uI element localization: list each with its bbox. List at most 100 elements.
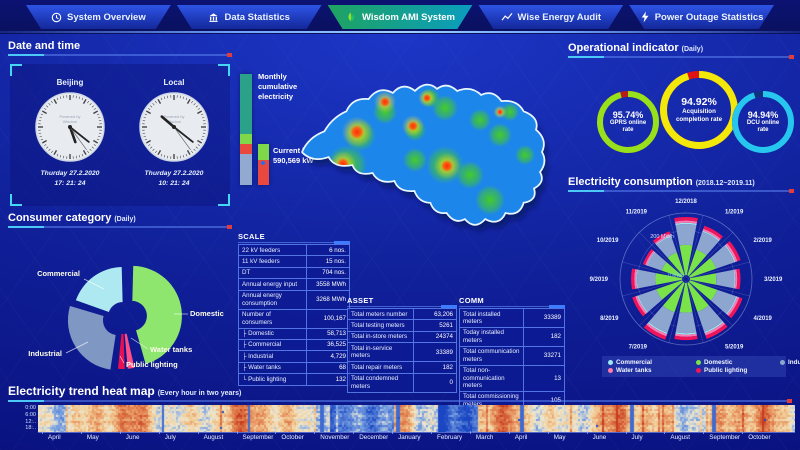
title-underline [8, 399, 792, 403]
table-cell-label: DT [242, 269, 251, 277]
heatmap-month-label: March [475, 434, 494, 441]
table-row: DT 704 nos. [238, 266, 350, 280]
heatmap-month-tick [353, 431, 355, 434]
table-title: SCALE [238, 232, 265, 241]
gauge-value: 94.92% [681, 96, 717, 109]
heatmap-month-label: April [48, 434, 61, 441]
legend-item: Public lighting [696, 367, 780, 374]
table-row: ├ Industrial 4,729 [238, 350, 350, 363]
bar-segment [258, 144, 269, 160]
clock-time: 10: 21: 24 [158, 180, 190, 188]
table-cell-label: Total commissioning meters [463, 393, 519, 407]
bank-icon [208, 12, 219, 23]
heatmap-month-tick [664, 431, 666, 434]
legend-dot [608, 360, 613, 365]
table-cell-value: 33271 [522, 346, 564, 365]
gauge-label: Acquisition completion rate [675, 108, 723, 123]
table-row: 22 kV feeders 6 nos. [238, 244, 350, 257]
table-underline [238, 241, 350, 244]
panel-title-text: Electricity trend heat map [8, 384, 155, 398]
svg-text:3/2019: 3/2019 [764, 277, 783, 283]
tab-power-outage-statistics[interactable]: Power Outage Statistics [629, 5, 774, 29]
tab-system-overview[interactable]: System Overview [26, 5, 171, 29]
region-heat-map[interactable] [295, 60, 575, 242]
heatmap-month-label: October [748, 434, 771, 441]
gauge-gprs-online-rate[interactable]: 95.74% GPRS online rate [596, 90, 660, 154]
table-underline [459, 305, 565, 308]
tab-wisdom-ami-system[interactable]: Wisdom AMI System [328, 5, 473, 29]
gauge-dcu-online-rate[interactable]: 94.94% DCU online rate [731, 90, 795, 154]
heatmap-month-label: January [398, 434, 421, 441]
table-cell-label: Today installed meters [463, 329, 504, 344]
tab-label: System Overview [67, 11, 146, 23]
tab-data-statistics[interactable]: Data Statistics [177, 5, 322, 29]
heatmap-time-label: 18:.. [25, 425, 36, 432]
table-cell-value: 6 nos. [305, 245, 349, 256]
panel-subtitle: (Daily) [681, 46, 704, 53]
heatmap-month-tick [119, 431, 121, 434]
analog-clock: Powered by Wisdom [138, 91, 210, 163]
clock-box: Beijing Powered by Wisdom Thurday 27.2.20… [10, 64, 230, 206]
table-cell-value: 33389 [413, 343, 456, 362]
table-cell-label: ├ Domestic [242, 330, 274, 337]
current-load-bar[interactable] [258, 144, 269, 185]
legend-dot [696, 360, 701, 365]
panel-asset: ASSET Total meters number 63,206 Total tes… [347, 296, 457, 393]
monthly-cumulative-bar[interactable] [240, 74, 252, 185]
title-underline [568, 55, 794, 59]
table-row: ├ Commercial 36,525 [238, 338, 350, 352]
bar-segment [240, 153, 252, 185]
table-cell-value: 182 [413, 362, 456, 373]
legend-label: Water tanks [616, 367, 652, 374]
heatmap-time-label: 0:00 [25, 405, 36, 411]
clock-datetime-text: Thurday 27.2.2020 10: 21: 24 [122, 169, 226, 189]
svg-text:Water tanks: Water tanks [150, 345, 192, 354]
heatmap-month-label: May [553, 434, 566, 441]
svg-text:5/2019: 5/2019 [725, 345, 744, 351]
heatmap-month-label: June [125, 434, 140, 441]
heatmap-month-label: July [164, 434, 176, 441]
table-cell-label: Total non-communication meters [463, 367, 505, 389]
svg-text:1/2019: 1/2019 [725, 209, 744, 215]
current-load-label: Current load [273, 146, 318, 155]
table-row: Total in-store meters 24374 [347, 330, 457, 344]
svg-text:2/2019: 2/2019 [754, 238, 773, 244]
tab-label: Data Statistics [224, 11, 290, 23]
heatmap-month-label: May [86, 434, 99, 441]
heatmap-strip[interactable] [38, 405, 795, 433]
consumption-rose-chart[interactable]: 12/20181/20192/20193/20194/20195/20196/2… [568, 194, 794, 361]
panel-title: Operational indicator (Daily) [568, 42, 794, 54]
lightning-icon [640, 11, 650, 23]
current-load-marker [261, 161, 265, 165]
gauge-text: 94.92% Acquisition completion rate [659, 70, 739, 150]
heatmap-month-tick [314, 431, 316, 434]
heatmap-month-tick [586, 431, 588, 434]
panel-operational-indicator: Operational indicator (Daily) 95.74% GPRS … [568, 42, 794, 174]
svg-text:11/2019: 11/2019 [626, 209, 648, 215]
table-row: ├ Domestic 58,713 [238, 327, 350, 340]
table-cell-value: 132 [305, 374, 349, 385]
table-cell-label: ├ Commercial [242, 341, 282, 349]
heatmap-month-label: February [437, 434, 463, 441]
heatmap-month-label: November [320, 434, 350, 441]
table-cell-label: 11 kV feeders [242, 257, 280, 265]
heatmap-month-tick [431, 431, 432, 434]
table-cell-value: 36,525 [305, 339, 349, 351]
gauge-acquisition-completion-rate[interactable]: 94.92% Acquisition completion rate [659, 70, 739, 150]
table-row: Annual energy input 3558 MWh [238, 278, 350, 291]
gauge-label: DCU online rate [746, 119, 780, 134]
svg-text:Public lighting: Public lighting [126, 360, 178, 369]
table-underline [347, 305, 457, 308]
trend-icon [501, 12, 513, 22]
panel-title-text: Operational indicator [568, 42, 679, 54]
panel-title: Consumer category (Daily) [8, 212, 232, 224]
heatmap-month-tick [42, 431, 43, 434]
tab-wise-energy-audit[interactable]: Wise Energy Audit [478, 5, 623, 29]
table-title: COMM [459, 296, 484, 305]
consumer-category-pie-chart[interactable]: Commercial Domestic Industrial Water tanks P… [8, 232, 232, 382]
clock-date: Thurday 27.2.2020 [40, 170, 100, 177]
svg-text:200 MWh: 200 MWh [650, 234, 674, 240]
table-cell-label: Annual energy input [242, 280, 298, 288]
nav-tabs: System Overview Data Statistics Wisdom A… [26, 5, 774, 29]
